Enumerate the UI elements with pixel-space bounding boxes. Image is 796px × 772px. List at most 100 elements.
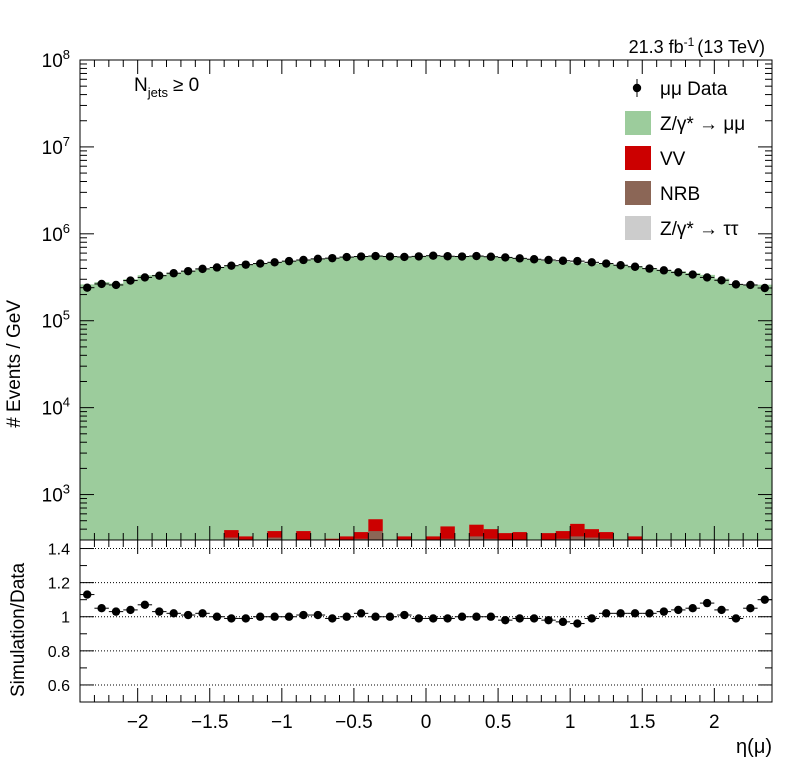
data-point <box>602 259 611 268</box>
zmumu-bar <box>613 265 629 540</box>
lumi-unit-exponent: -1 <box>684 35 695 49</box>
ratio-point <box>126 605 135 615</box>
data-point <box>284 256 294 266</box>
zmumu-bar <box>325 258 341 540</box>
data-point <box>111 280 121 290</box>
zmumu-bar <box>353 256 369 540</box>
zmumu-bar <box>426 256 442 540</box>
ratio-point <box>717 605 726 615</box>
data-point <box>472 251 481 261</box>
zmumu-bar <box>454 256 470 540</box>
x-tick-label: 0.5 <box>485 712 511 733</box>
data-point <box>371 251 380 261</box>
ratio-point <box>299 610 308 620</box>
zmumu-bar <box>94 282 110 540</box>
ratio-point <box>443 614 452 623</box>
zmumu-bar <box>108 283 124 540</box>
zmumu-bar <box>195 268 211 540</box>
legend-marker <box>632 83 642 93</box>
data-point <box>140 273 150 282</box>
ratio-point <box>688 604 697 613</box>
data-point <box>169 269 178 278</box>
ratio-y-tick-label: 0.8 <box>48 644 70 661</box>
data-point <box>515 254 524 263</box>
energy-label: (13 TeV) <box>697 37 765 57</box>
njets-symbol: N <box>134 75 148 96</box>
zmumu-bar <box>238 264 254 540</box>
nrb-bar <box>224 537 239 540</box>
zmumu-bar <box>671 271 687 540</box>
zmumu-bar <box>584 263 600 540</box>
tick-exponent: 3 <box>63 482 70 497</box>
data-point <box>414 252 423 261</box>
vv-bar <box>512 532 527 540</box>
data-point <box>342 252 351 262</box>
data-point <box>587 258 596 267</box>
main-y-tick-label: 107 <box>42 134 70 159</box>
zmumu-bar <box>699 274 715 540</box>
data-point <box>256 259 265 268</box>
zmumu-bar <box>757 284 773 540</box>
tick-base: 10 <box>42 312 63 333</box>
x-tick-label: 1.5 <box>629 712 655 733</box>
legend: μμ Data Z/γ* → μμ VV NRB Z/γ* → ττ <box>625 79 745 240</box>
ratio-point <box>760 595 769 604</box>
data-point <box>616 261 625 270</box>
data-point <box>760 283 769 293</box>
vv-bar <box>469 524 484 540</box>
zmumu-bar <box>123 279 139 540</box>
x-tick-label: −2 <box>127 712 149 733</box>
zmumu-bar <box>714 278 730 540</box>
nrb-bar <box>599 538 614 540</box>
legend-label: μμ Data <box>660 79 728 100</box>
ratio-point <box>731 614 741 623</box>
data-point <box>501 253 510 262</box>
ratio-point <box>746 604 755 613</box>
legend-swatch <box>625 111 651 135</box>
lumi-label: 21.3 fb-1 (13 TeV) <box>629 35 765 57</box>
ratio-point <box>97 604 106 613</box>
data-point <box>356 252 366 261</box>
ratio-point <box>645 609 654 618</box>
zmumu-bar <box>570 262 586 540</box>
data-point <box>227 261 236 270</box>
ratio-point <box>140 600 150 609</box>
njets-condition: ≥ 0 <box>173 75 199 96</box>
ratio-point <box>486 612 496 621</box>
x-tick-label: −1.5 <box>191 712 229 733</box>
zmumu-bar <box>224 265 240 540</box>
ratio-y-tick-label: 0.6 <box>48 678 70 695</box>
ratio-point <box>227 614 236 623</box>
ratio-point <box>212 612 222 621</box>
vv-bar <box>570 523 585 540</box>
ratio-point <box>472 612 481 621</box>
tick-exponent: 6 <box>63 221 70 236</box>
x-tick-label: 1 <box>565 712 576 733</box>
data-point <box>486 252 496 261</box>
ratio-point <box>501 615 510 625</box>
legend-swatch <box>625 216 651 240</box>
tick-exponent: 5 <box>63 308 70 323</box>
vv-bar <box>325 538 340 540</box>
ratio-point <box>356 609 366 618</box>
data-point <box>400 252 409 262</box>
main-y-tick-label: 104 <box>42 395 70 420</box>
legend-label: Z/γ* → μμ <box>660 114 745 135</box>
ratio-point <box>529 614 539 623</box>
ratio-y-axis: 0.6 0.8 1 1.2 1.4 <box>48 542 772 703</box>
ratio-point <box>429 614 438 623</box>
lumi-value: 21.3 fb <box>629 37 684 57</box>
data-point <box>313 254 323 264</box>
data-point <box>645 264 654 273</box>
zmumu-bar <box>541 260 557 540</box>
x-axis-title: η(μ) <box>736 736 772 758</box>
zmumu-bar <box>397 256 413 540</box>
data-point <box>573 256 582 266</box>
zmumu-bar <box>281 261 297 540</box>
zmumu-bar <box>152 274 168 540</box>
nrb-bar <box>570 536 585 540</box>
data-point <box>717 276 726 285</box>
ratio-frame <box>79 539 773 703</box>
zmumu-bar <box>440 256 456 540</box>
